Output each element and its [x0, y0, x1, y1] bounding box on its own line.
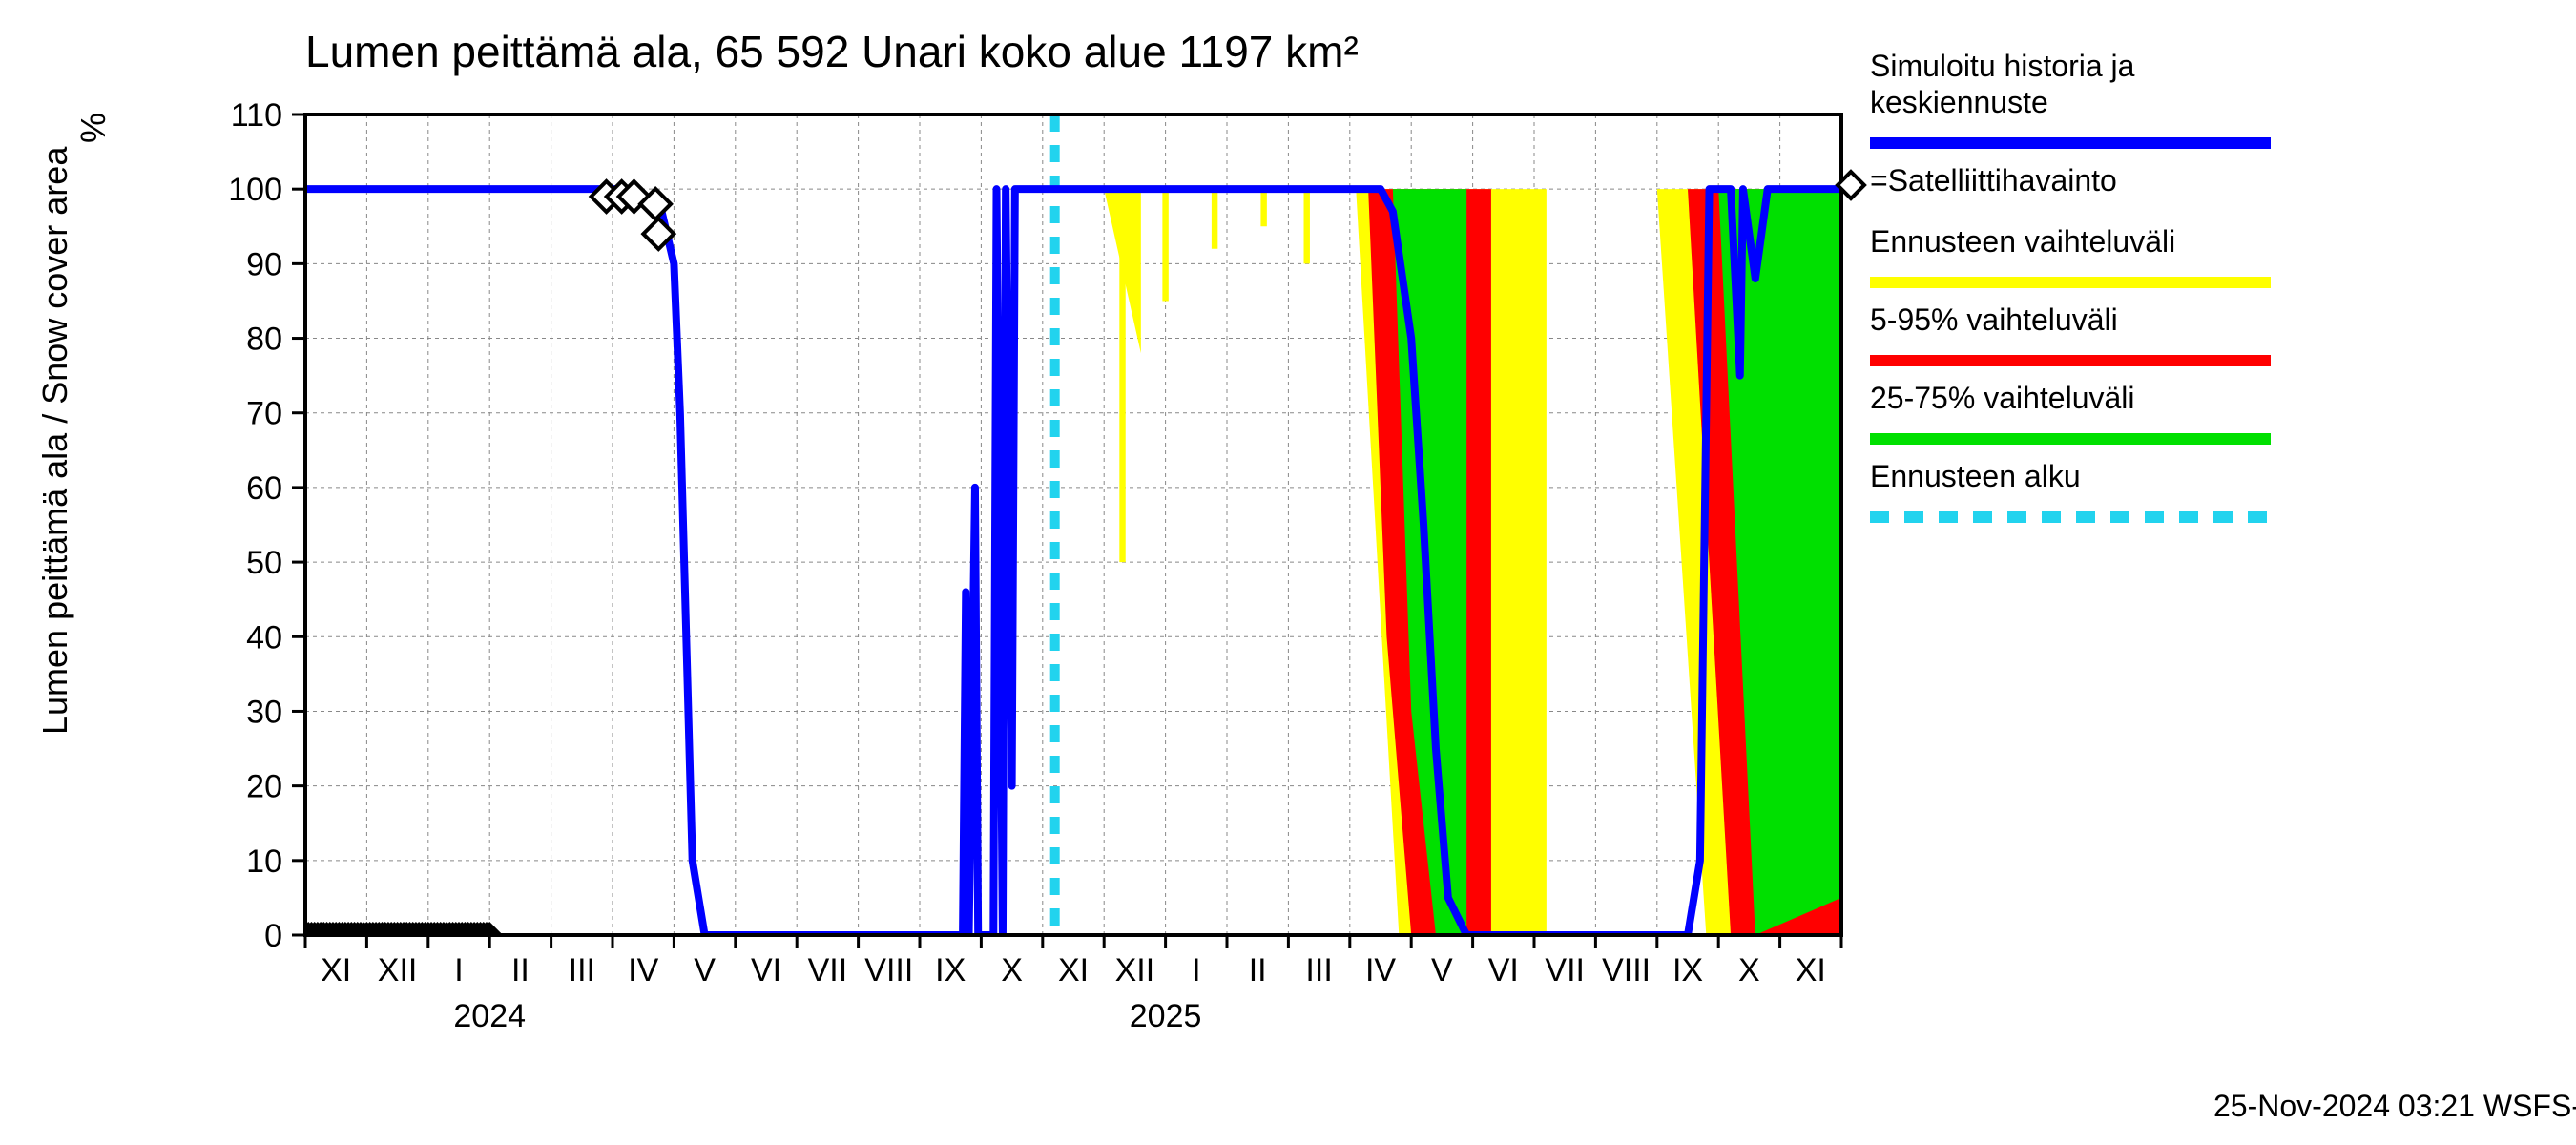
plot-border — [305, 114, 1841, 935]
x-tick-label: XII — [378, 952, 418, 989]
x-tick-label: VII — [808, 952, 848, 989]
x-tick-label: II — [1249, 952, 1267, 989]
x-tick-label: XII — [1115, 952, 1155, 989]
legend-label: 25-75% vaihteluväli — [1870, 381, 2135, 415]
x-tick-label: XI — [1796, 952, 1826, 989]
band-yellow — [1119, 189, 1125, 562]
x-tick-label: IX — [935, 952, 966, 989]
y-axis-unit: % — [73, 113, 113, 143]
x-tick-label: II — [511, 952, 530, 989]
y-tick-label: 0 — [264, 918, 282, 954]
x-tick-label: I — [454, 952, 463, 989]
y-tick-label: 70 — [246, 396, 282, 432]
legend-label: Ennusteen vaihteluväli — [1870, 224, 2175, 259]
chart-container: Lumen peittämä ala, 65 592 Unari koko al… — [0, 0, 2576, 1145]
band-yellow — [1304, 189, 1310, 263]
band-yellow — [1212, 189, 1217, 249]
x-tick-label: XI — [321, 952, 351, 989]
x-tick-label: VII — [1545, 952, 1585, 989]
x-tick-label: V — [694, 952, 716, 989]
legend-label: =Satelliittihavainto — [1870, 163, 2117, 198]
legend-label: keskiennuste — [1870, 85, 2048, 119]
x-tick-label: VI — [1488, 952, 1519, 989]
chart-title: Lumen peittämä ala, 65 592 Unari koko al… — [305, 27, 1359, 76]
y-axis-label: Lumen peittämä ala / Snow cover area — [35, 146, 74, 735]
band-yellow — [1260, 189, 1266, 226]
x-tick-label: III — [1305, 952, 1332, 989]
y-tick-label: 20 — [246, 769, 282, 805]
x-year-label: 2024 — [453, 998, 526, 1034]
x-tick-label: V — [1431, 952, 1453, 989]
y-tick-label: 90 — [246, 246, 282, 282]
band-yellow — [1162, 189, 1168, 301]
y-tick-label: 100 — [228, 172, 282, 208]
x-tick-label: I — [1192, 952, 1200, 989]
x-tick-label: IV — [628, 952, 658, 989]
y-tick-label: 30 — [246, 694, 282, 730]
x-tick-label: X — [1738, 952, 1760, 989]
x-year-label: 2025 — [1130, 998, 1202, 1034]
y-tick-label: 60 — [246, 470, 282, 507]
x-tick-label: X — [1001, 952, 1023, 989]
y-tick-label: 110 — [231, 97, 282, 134]
x-tick-label: VIII — [864, 952, 913, 989]
x-tick-label: XI — [1058, 952, 1089, 989]
x-tick-label: IV — [1365, 952, 1396, 989]
legend-label: Ennusteen alku — [1870, 459, 2081, 493]
x-tick-label: VI — [751, 952, 781, 989]
legend-label: 5-95% vaihteluväli — [1870, 302, 2118, 337]
footer-timestamp: 25-Nov-2024 03:21 WSFS-O — [2213, 1089, 2576, 1123]
x-tick-label: IX — [1672, 952, 1703, 989]
y-tick-label: 40 — [246, 619, 282, 656]
y-tick-label: 50 — [246, 545, 282, 581]
legend-label: Simuloitu historia ja — [1870, 49, 2135, 83]
y-tick-label: 80 — [246, 322, 282, 358]
y-tick-label: 10 — [246, 843, 282, 880]
plot-area — [292, 114, 1841, 948]
x-tick-label: III — [569, 952, 595, 989]
x-tick-label: VIII — [1602, 952, 1651, 989]
chart-svg: Lumen peittämä ala, 65 592 Unari koko al… — [0, 0, 2576, 1145]
